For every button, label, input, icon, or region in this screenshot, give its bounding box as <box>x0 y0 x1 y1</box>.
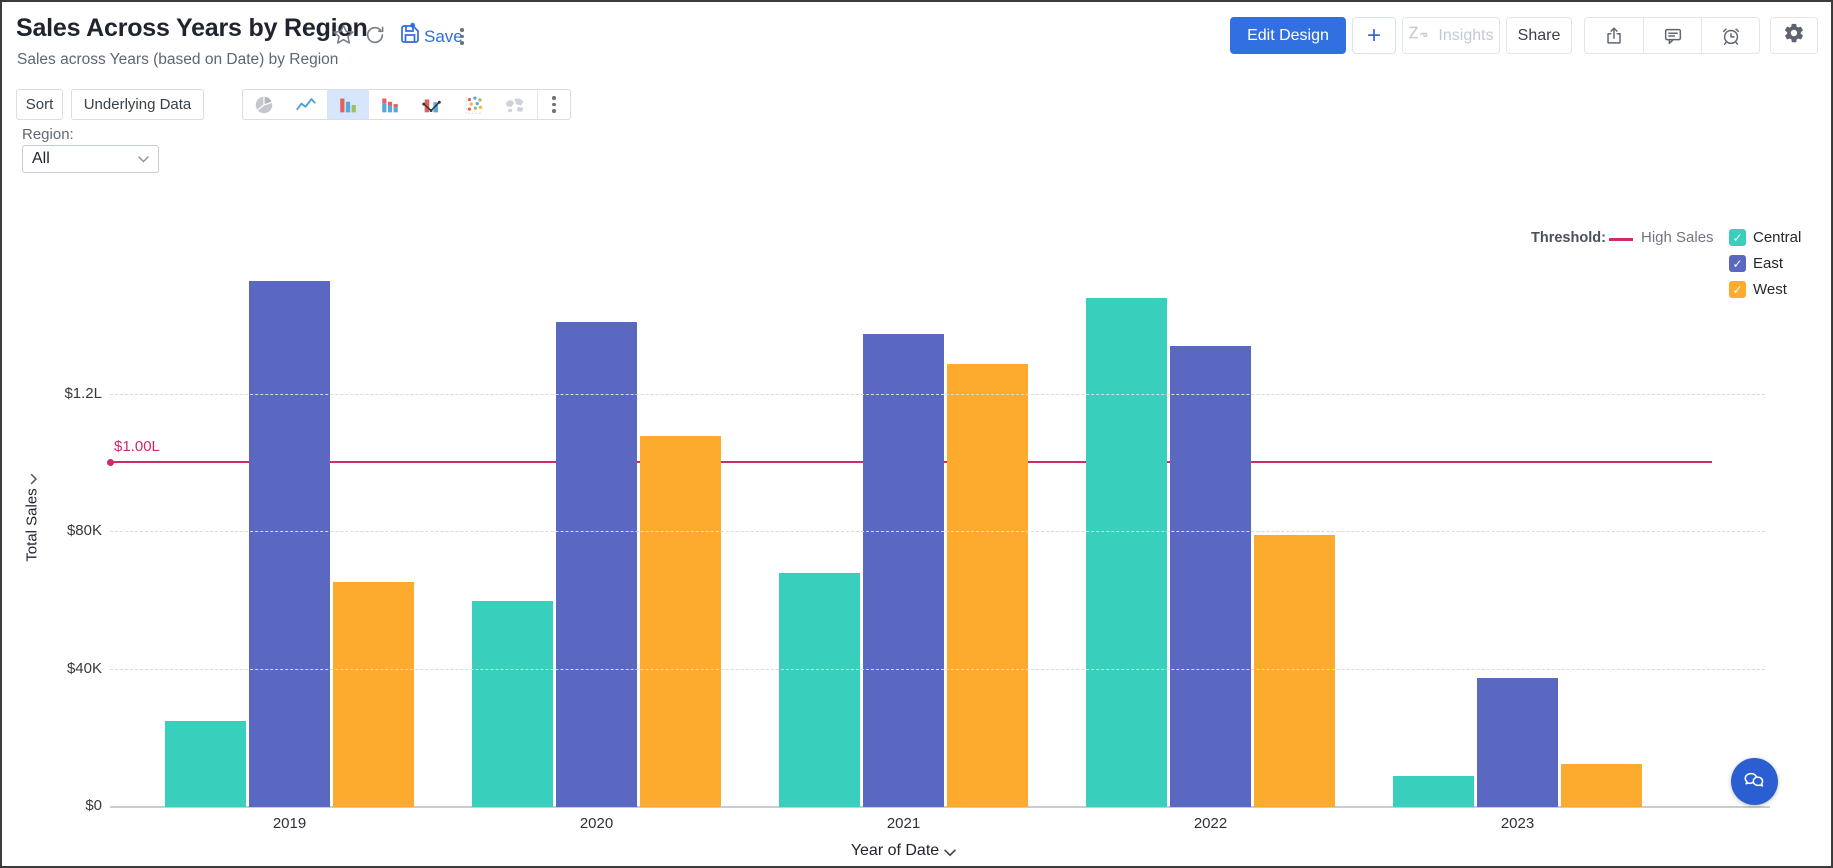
bar-groups <box>136 212 1671 807</box>
insights-button[interactable]: Insights <box>1402 17 1500 54</box>
share-button[interactable]: Share <box>1506 17 1572 54</box>
zia-icon <box>1408 25 1432 46</box>
export-icon[interactable] <box>1585 18 1643 53</box>
bar-east-2020[interactable] <box>556 322 637 807</box>
bar-group-2022 <box>1057 212 1364 807</box>
pie-chart-icon[interactable] <box>243 90 285 119</box>
bar-west-2020[interactable] <box>640 436 721 807</box>
refresh-icon[interactable] <box>364 24 386 46</box>
bar-central-2021[interactable] <box>779 573 860 807</box>
combo-chart-icon[interactable] <box>411 90 453 119</box>
region-filter-label: Region: <box>22 126 74 143</box>
bar-central-2022[interactable] <box>1086 298 1167 807</box>
threshold-value-label: $1.00L <box>114 438 160 455</box>
bar-east-2019[interactable] <box>249 281 330 807</box>
x-tick-label: 2021 <box>886 815 921 832</box>
save-button[interactable]: Save <box>398 22 463 51</box>
bar-east-2022[interactable] <box>1170 346 1251 807</box>
bar-west-2021[interactable] <box>947 364 1028 807</box>
bar-west-2023[interactable] <box>1561 764 1642 807</box>
x-tick-label: 2022 <box>1193 815 1228 832</box>
bar-east-2023[interactable] <box>1477 678 1558 807</box>
legend-checkbox[interactable]: ✓ <box>1729 229 1746 246</box>
x-axis-title[interactable]: Year of Date <box>136 842 1671 860</box>
bar-west-2019[interactable] <box>333 582 414 807</box>
legend-label: East <box>1753 255 1784 272</box>
bar-east-2021[interactable] <box>863 334 944 807</box>
bar-central-2023[interactable] <box>1393 776 1474 807</box>
page-subtitle: Sales across Years (based on Date) by Re… <box>17 51 339 68</box>
chat-fab[interactable] <box>1731 758 1778 805</box>
chat-bubbles-icon <box>1742 766 1768 797</box>
save-icon <box>398 22 422 51</box>
threshold-key-label: Threshold: <box>1531 230 1606 246</box>
threshold-name: High Sales <box>1641 229 1714 246</box>
line-chart-icon[interactable] <box>285 90 327 119</box>
legend-checkbox[interactable]: ✓ <box>1729 255 1746 272</box>
bar-central-2019[interactable] <box>165 721 246 807</box>
series-legend: ✓ Central ✓ East ✓ West <box>1729 229 1801 307</box>
bar-chart-icon[interactable] <box>327 90 369 119</box>
page-title: Sales Across Years by Region <box>16 14 368 42</box>
gear-icon <box>1783 22 1805 49</box>
chart-type-strip <box>242 89 571 120</box>
bar-group-2021 <box>750 212 1057 807</box>
bar-central-2020[interactable] <box>472 601 553 807</box>
y-tick-label: $0 <box>85 797 102 814</box>
add-button[interactable]: + <box>1352 17 1396 54</box>
bar-group-2023 <box>1364 212 1671 807</box>
settings-button[interactable] <box>1770 17 1818 54</box>
region-filter-select[interactable]: All <box>22 145 159 173</box>
legend-label: Central <box>1753 229 1802 246</box>
y-axis-title[interactable]: Total Sales <box>24 453 41 583</box>
map-chart-icon[interactable] <box>495 90 537 119</box>
chevron-down-icon <box>138 150 149 168</box>
y-tick-label: $80K <box>66 522 102 539</box>
comments-icon[interactable] <box>1643 18 1701 53</box>
gridline <box>110 668 1765 670</box>
legend-item-central[interactable]: ✓ Central <box>1729 229 1801 246</box>
scatter-chart-icon[interactable] <box>453 90 495 119</box>
sort-button[interactable]: Sort <box>16 89 63 120</box>
bar-group-2020 <box>443 212 750 807</box>
bar-group-2019 <box>136 212 443 807</box>
legend-checkbox[interactable]: ✓ <box>1729 281 1746 298</box>
x-tick-label: 2020 <box>579 815 614 832</box>
title-more-menu[interactable] <box>454 24 470 49</box>
favorite-star-icon[interactable] <box>331 22 356 47</box>
plot-area: $1.00L <box>107 212 1770 808</box>
underlying-data-button[interactable]: Underlying Data <box>71 89 204 120</box>
y-tick-label: $40K <box>66 659 102 677</box>
region-filter-value: All <box>32 150 50 167</box>
legend-label: West <box>1753 281 1787 298</box>
edit-design-button[interactable]: Edit Design <box>1230 17 1346 54</box>
gridline <box>110 393 1765 395</box>
y-tick-label: $1.2L <box>64 384 102 402</box>
threshold-line-swatch <box>1609 238 1633 241</box>
gridline <box>110 531 1765 532</box>
save-label: Save <box>424 26 463 46</box>
stacked-bar-chart-icon[interactable] <box>369 90 411 119</box>
bar-west-2022[interactable] <box>1254 535 1335 807</box>
header-icon-group <box>1584 17 1760 54</box>
insights-label: Insights <box>1438 26 1494 44</box>
threshold-dot <box>107 458 114 466</box>
x-axis-labels: 2019 2020 2021 2022 2023 <box>136 815 1671 832</box>
more-chart-types-menu[interactable] <box>538 90 570 119</box>
legend-item-east[interactable]: ✓ East <box>1729 255 1801 272</box>
x-tick-label: 2023 <box>1500 815 1535 832</box>
x-tick-label: 2019 <box>272 815 307 832</box>
legend-item-west[interactable]: ✓ West <box>1729 281 1801 298</box>
x-axis-line <box>110 806 1770 808</box>
alerts-clock-icon[interactable] <box>1701 18 1759 53</box>
